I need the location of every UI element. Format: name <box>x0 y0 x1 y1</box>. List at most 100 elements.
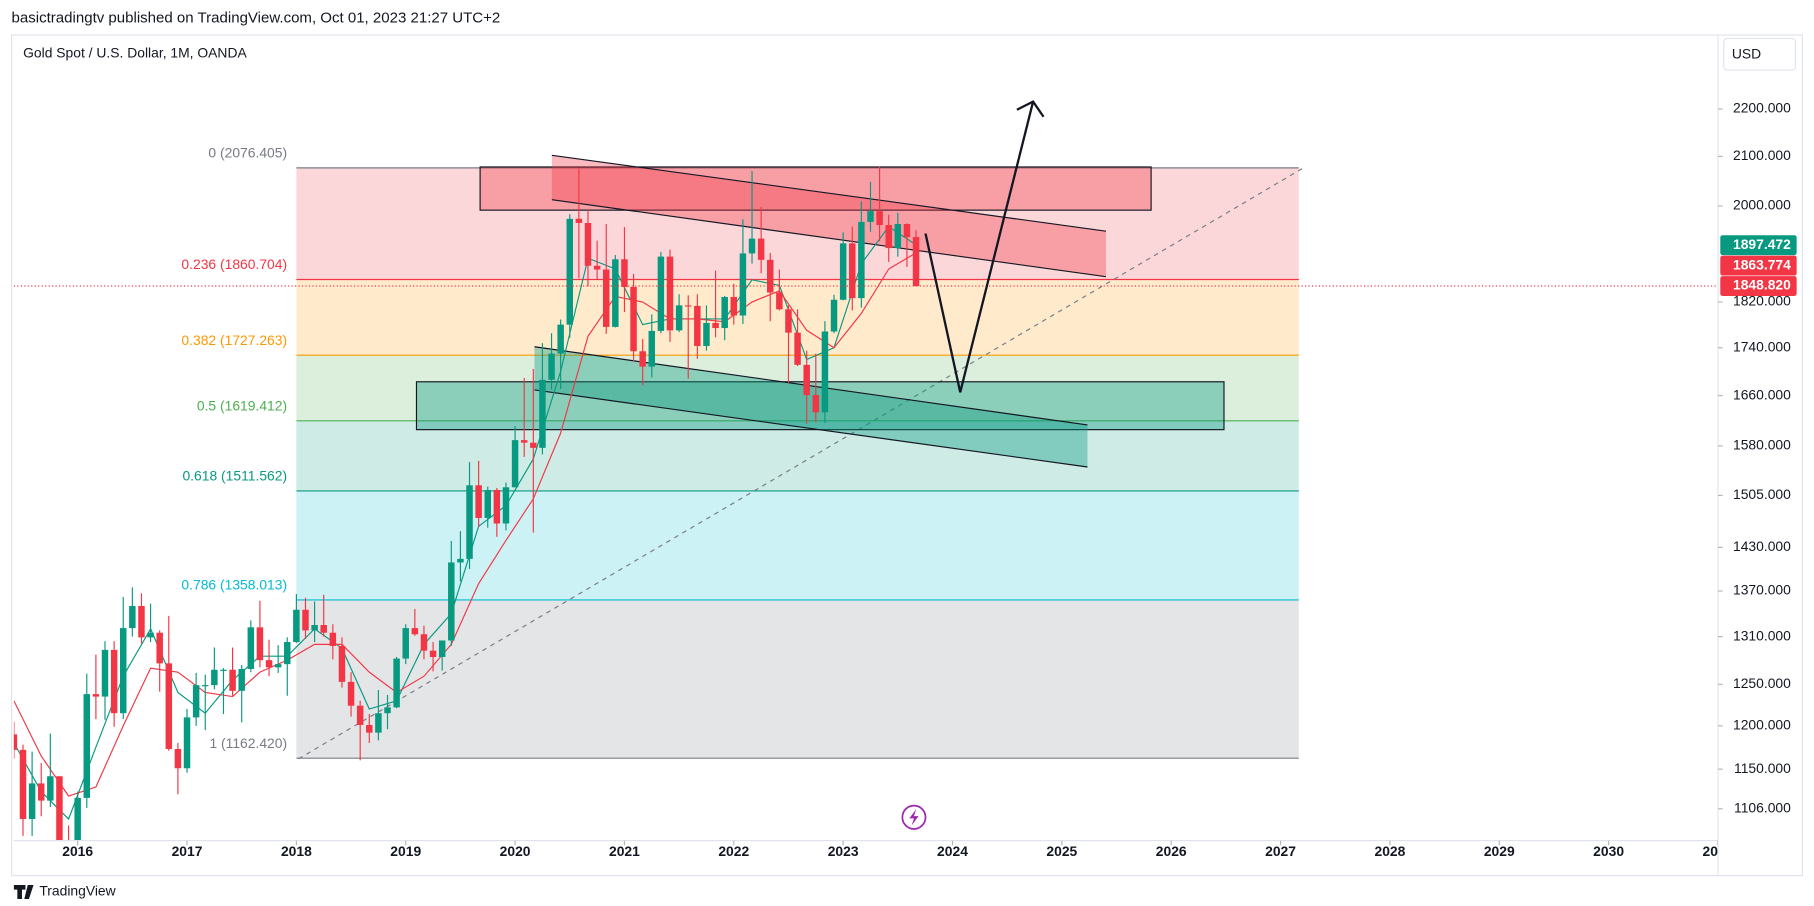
publisher-line: basictradingtv published on TradingView.… <box>12 10 501 27</box>
candle-body <box>794 332 801 365</box>
candle-body <box>912 237 920 287</box>
candle-body <box>138 605 145 638</box>
x-axis: 2016 2017 2018 2019 2020 2021 2022 2023 2024 2025… <box>62 840 1718 859</box>
candle-body <box>785 309 792 333</box>
candle-body <box>502 487 510 524</box>
candle-body <box>493 489 501 524</box>
candle-body <box>265 660 273 668</box>
brand-logo <box>13 884 34 899</box>
candle-body <box>101 649 109 697</box>
candle-body <box>92 694 100 697</box>
candle-body <box>602 269 610 327</box>
candle-body <box>119 628 127 714</box>
candle-body <box>320 625 327 633</box>
candle-body <box>420 634 428 651</box>
candle-body <box>192 685 200 718</box>
candle-body <box>129 605 136 629</box>
price-label-box <box>1720 276 1797 296</box>
candle-body <box>74 797 81 841</box>
x-tick-label: 2025 <box>1046 843 1077 859</box>
candle-body <box>238 668 245 691</box>
candle-body <box>739 253 747 316</box>
candle-body <box>356 705 364 725</box>
candle-body <box>183 717 191 769</box>
candle-body <box>712 322 719 329</box>
candle-body <box>393 658 400 708</box>
channel-fill <box>534 346 1088 468</box>
fib-zone <box>296 167 1299 280</box>
candle-body <box>621 259 628 288</box>
y-tick-label: 2200.000 <box>1733 100 1791 116</box>
candle-body <box>757 238 765 260</box>
candles <box>13 166 1718 841</box>
candle-body <box>520 440 528 443</box>
candle-body <box>457 558 464 563</box>
candle-body <box>748 238 756 254</box>
candle-body <box>438 640 446 657</box>
candle-body <box>284 642 291 665</box>
candle-body <box>174 748 182 769</box>
fib-label: 1 (1162.420) <box>209 735 287 751</box>
x-tick-label: 2024 <box>937 843 968 859</box>
candle-body <box>19 749 27 820</box>
candle-body <box>274 664 282 668</box>
x-tick-label: 2017 <box>172 843 203 859</box>
x-tick-label: 2021 <box>609 843 640 859</box>
x-tick-label: 2026 <box>1156 843 1187 859</box>
candle-body <box>37 783 45 801</box>
candle-body <box>329 632 337 646</box>
down-channel-fill <box>551 155 1106 277</box>
currency-button[interactable] <box>1723 37 1797 71</box>
candle-body <box>466 485 473 559</box>
event-icon-bolt <box>909 809 919 826</box>
candle-body <box>293 609 300 643</box>
candle-body <box>639 351 646 367</box>
candle-body <box>821 331 829 413</box>
fib-label: 0.382 (1727.263) <box>181 332 287 348</box>
candle-body <box>256 627 264 661</box>
candle-body <box>584 222 592 266</box>
x-tick-label: 2018 <box>281 843 312 859</box>
candle-body <box>812 395 820 413</box>
y-tick-label: 1106.000 <box>1734 799 1791 815</box>
x-tick-label: 2028 <box>1374 843 1405 859</box>
candle-body <box>876 211 883 226</box>
chart-frame <box>10 34 1804 877</box>
moving-average <box>13 252 917 797</box>
candle-body <box>56 776 63 841</box>
arrow-head <box>1016 100 1045 118</box>
y-tick-label: 1660.000 <box>1733 386 1791 402</box>
x-tick-label: 2030 <box>1593 843 1624 859</box>
candle-body <box>885 225 892 249</box>
fib-zone <box>296 599 1299 759</box>
y-tick-label: 1370.000 <box>1733 582 1791 598</box>
candle-body <box>448 562 455 641</box>
candle-body <box>593 265 601 270</box>
candle-body <box>858 221 865 299</box>
candle-body <box>165 663 173 749</box>
candle-body <box>548 353 555 380</box>
candle-body <box>867 211 874 222</box>
candle-body <box>338 645 346 682</box>
candle-body <box>721 296 728 329</box>
y-tick-label: 1310.000 <box>1733 627 1791 643</box>
candle-body <box>347 681 355 706</box>
candle-body <box>903 223 911 238</box>
x-tick-label: 2020 <box>500 843 531 859</box>
drawings <box>298 154 1306 760</box>
brand: TradingView <box>39 883 116 899</box>
y-tick-label: 1150.000 <box>1734 760 1791 776</box>
candle-body <box>530 442 537 448</box>
channel-line <box>551 199 1107 278</box>
candle-body <box>402 628 409 659</box>
candle-body <box>202 685 209 687</box>
candle-body <box>429 650 437 657</box>
y-tick-label: 2100.000 <box>1733 147 1791 163</box>
candle-body <box>411 628 419 635</box>
channel-line <box>534 346 1088 426</box>
projection <box>901 100 1045 830</box>
candle-body <box>730 296 738 316</box>
candle-body <box>110 649 118 714</box>
candle-body <box>511 440 519 488</box>
